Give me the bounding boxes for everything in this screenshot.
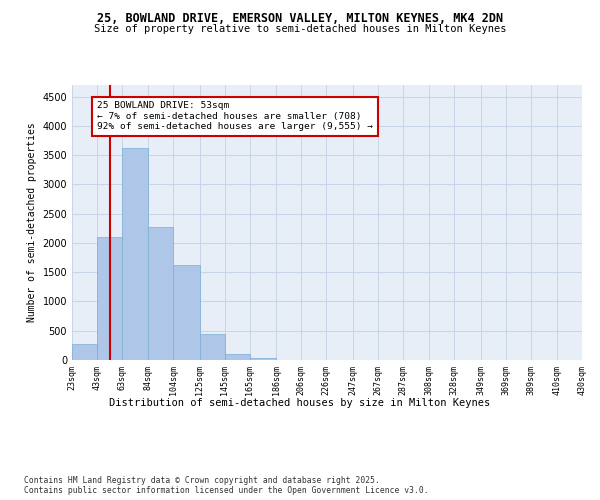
Text: 25 BOWLAND DRIVE: 53sqm
← 7% of semi-detached houses are smaller (708)
92% of se: 25 BOWLAND DRIVE: 53sqm ← 7% of semi-det… — [97, 102, 373, 131]
Bar — [97, 237, 122, 360]
Bar — [173, 265, 200, 360]
Text: 25, BOWLAND DRIVE, EMERSON VALLEY, MILTON KEYNES, MK4 2DN: 25, BOWLAND DRIVE, EMERSON VALLEY, MILTO… — [97, 12, 503, 26]
Y-axis label: Number of semi-detached properties: Number of semi-detached properties — [27, 122, 37, 322]
Text: Distribution of semi-detached houses by size in Milton Keynes: Distribution of semi-detached houses by … — [109, 398, 491, 407]
Bar — [200, 334, 225, 360]
Bar — [225, 354, 250, 360]
Text: Contains HM Land Registry data © Crown copyright and database right 2025.
Contai: Contains HM Land Registry data © Crown c… — [24, 476, 428, 495]
Bar — [250, 358, 276, 360]
Bar — [72, 344, 97, 360]
Text: Size of property relative to semi-detached houses in Milton Keynes: Size of property relative to semi-detach… — [94, 24, 506, 34]
Bar — [122, 148, 148, 360]
Bar — [148, 226, 173, 360]
